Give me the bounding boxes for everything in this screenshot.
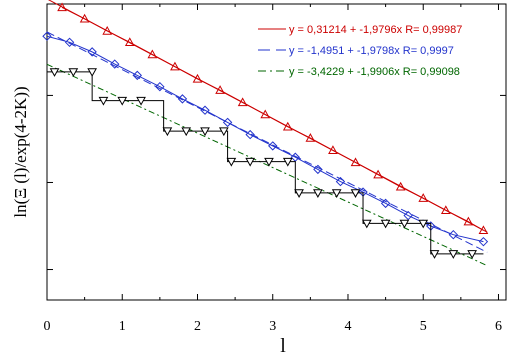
x-tick-label: 4 xyxy=(344,319,351,334)
data-point xyxy=(155,81,165,92)
data-point xyxy=(478,236,489,247)
data-point xyxy=(294,189,304,198)
data-point xyxy=(350,157,361,167)
x-tick-label: 5 xyxy=(420,319,427,334)
data-point xyxy=(478,225,489,235)
data-point xyxy=(361,219,372,229)
data-point xyxy=(335,176,346,187)
x-tick-label: 0 xyxy=(44,319,51,334)
data-point xyxy=(373,169,383,179)
data-point xyxy=(170,61,180,71)
data-point xyxy=(395,181,406,191)
data-point xyxy=(98,96,109,106)
data-point xyxy=(110,59,120,69)
data-point xyxy=(192,73,203,83)
data-point xyxy=(42,31,52,41)
data-point xyxy=(268,141,278,151)
data-point xyxy=(68,68,79,77)
data-point xyxy=(418,219,429,229)
fit-line xyxy=(46,63,488,267)
data-point xyxy=(463,216,474,226)
data-point xyxy=(245,157,256,167)
data-point xyxy=(403,210,413,221)
data-point xyxy=(79,13,90,23)
data-point xyxy=(328,145,338,154)
data-point xyxy=(162,127,173,137)
ticks-layer: 0 1 2 3 4 5 6 xyxy=(44,4,506,334)
data-point xyxy=(399,219,410,229)
data-point xyxy=(264,157,274,167)
data-point xyxy=(282,121,293,131)
legend: y = 0,31214 + -1,9796x R= 0,99987 y = -1,… xyxy=(258,24,462,78)
fit-line xyxy=(46,31,488,253)
series-step-line xyxy=(47,71,484,255)
data-point xyxy=(440,205,451,215)
data-point xyxy=(331,189,342,198)
data-point xyxy=(418,193,429,202)
x-tick-label: 3 xyxy=(269,319,276,334)
data-point xyxy=(132,70,143,81)
legend-label: y = 0,31214 + -1,9796x R= 0,99987 xyxy=(289,24,462,36)
data-point xyxy=(124,37,135,47)
plot-area-frame xyxy=(46,3,507,301)
y-axis-label: ln(Ξ (l)/exp(4-2K)) xyxy=(11,86,30,217)
data-point xyxy=(215,85,225,94)
data-point xyxy=(102,25,113,35)
data-point xyxy=(200,127,210,137)
data-point xyxy=(245,129,255,140)
x-tick-label: 6 xyxy=(495,319,502,334)
data-point xyxy=(260,109,271,119)
data-point xyxy=(87,68,97,77)
legend-label: y = -3,4229 + -1,9906x R= 0,99098 xyxy=(289,66,460,78)
data-point xyxy=(448,250,459,259)
data-point xyxy=(117,96,128,106)
data-point xyxy=(49,68,60,77)
data-point xyxy=(147,49,158,59)
data-point xyxy=(313,189,323,198)
data-point xyxy=(380,198,391,209)
legend-label: y = -1,4951 + -1,9798x R= 0,9997 xyxy=(289,45,454,57)
data-point xyxy=(237,97,248,107)
data-point xyxy=(64,37,75,48)
data-point xyxy=(200,105,210,115)
data-point xyxy=(429,250,440,259)
data-point xyxy=(282,157,293,167)
x-axis-label: l xyxy=(280,335,286,356)
series-line xyxy=(46,35,484,243)
data-point xyxy=(448,229,459,240)
x-tick-label: 1 xyxy=(119,319,126,334)
data-point xyxy=(87,47,97,57)
data-point xyxy=(177,94,188,104)
x-tick-label: 2 xyxy=(194,319,201,334)
data-point xyxy=(313,164,323,175)
data-point xyxy=(226,157,237,167)
data-point xyxy=(467,250,477,259)
data-point xyxy=(305,133,316,142)
data-point xyxy=(181,127,192,137)
data-point xyxy=(222,117,233,128)
data-point xyxy=(350,189,361,198)
data-point xyxy=(136,96,146,106)
data-point xyxy=(380,219,391,229)
series-layer xyxy=(42,0,489,267)
data-point xyxy=(57,2,67,12)
data-point xyxy=(218,127,229,137)
